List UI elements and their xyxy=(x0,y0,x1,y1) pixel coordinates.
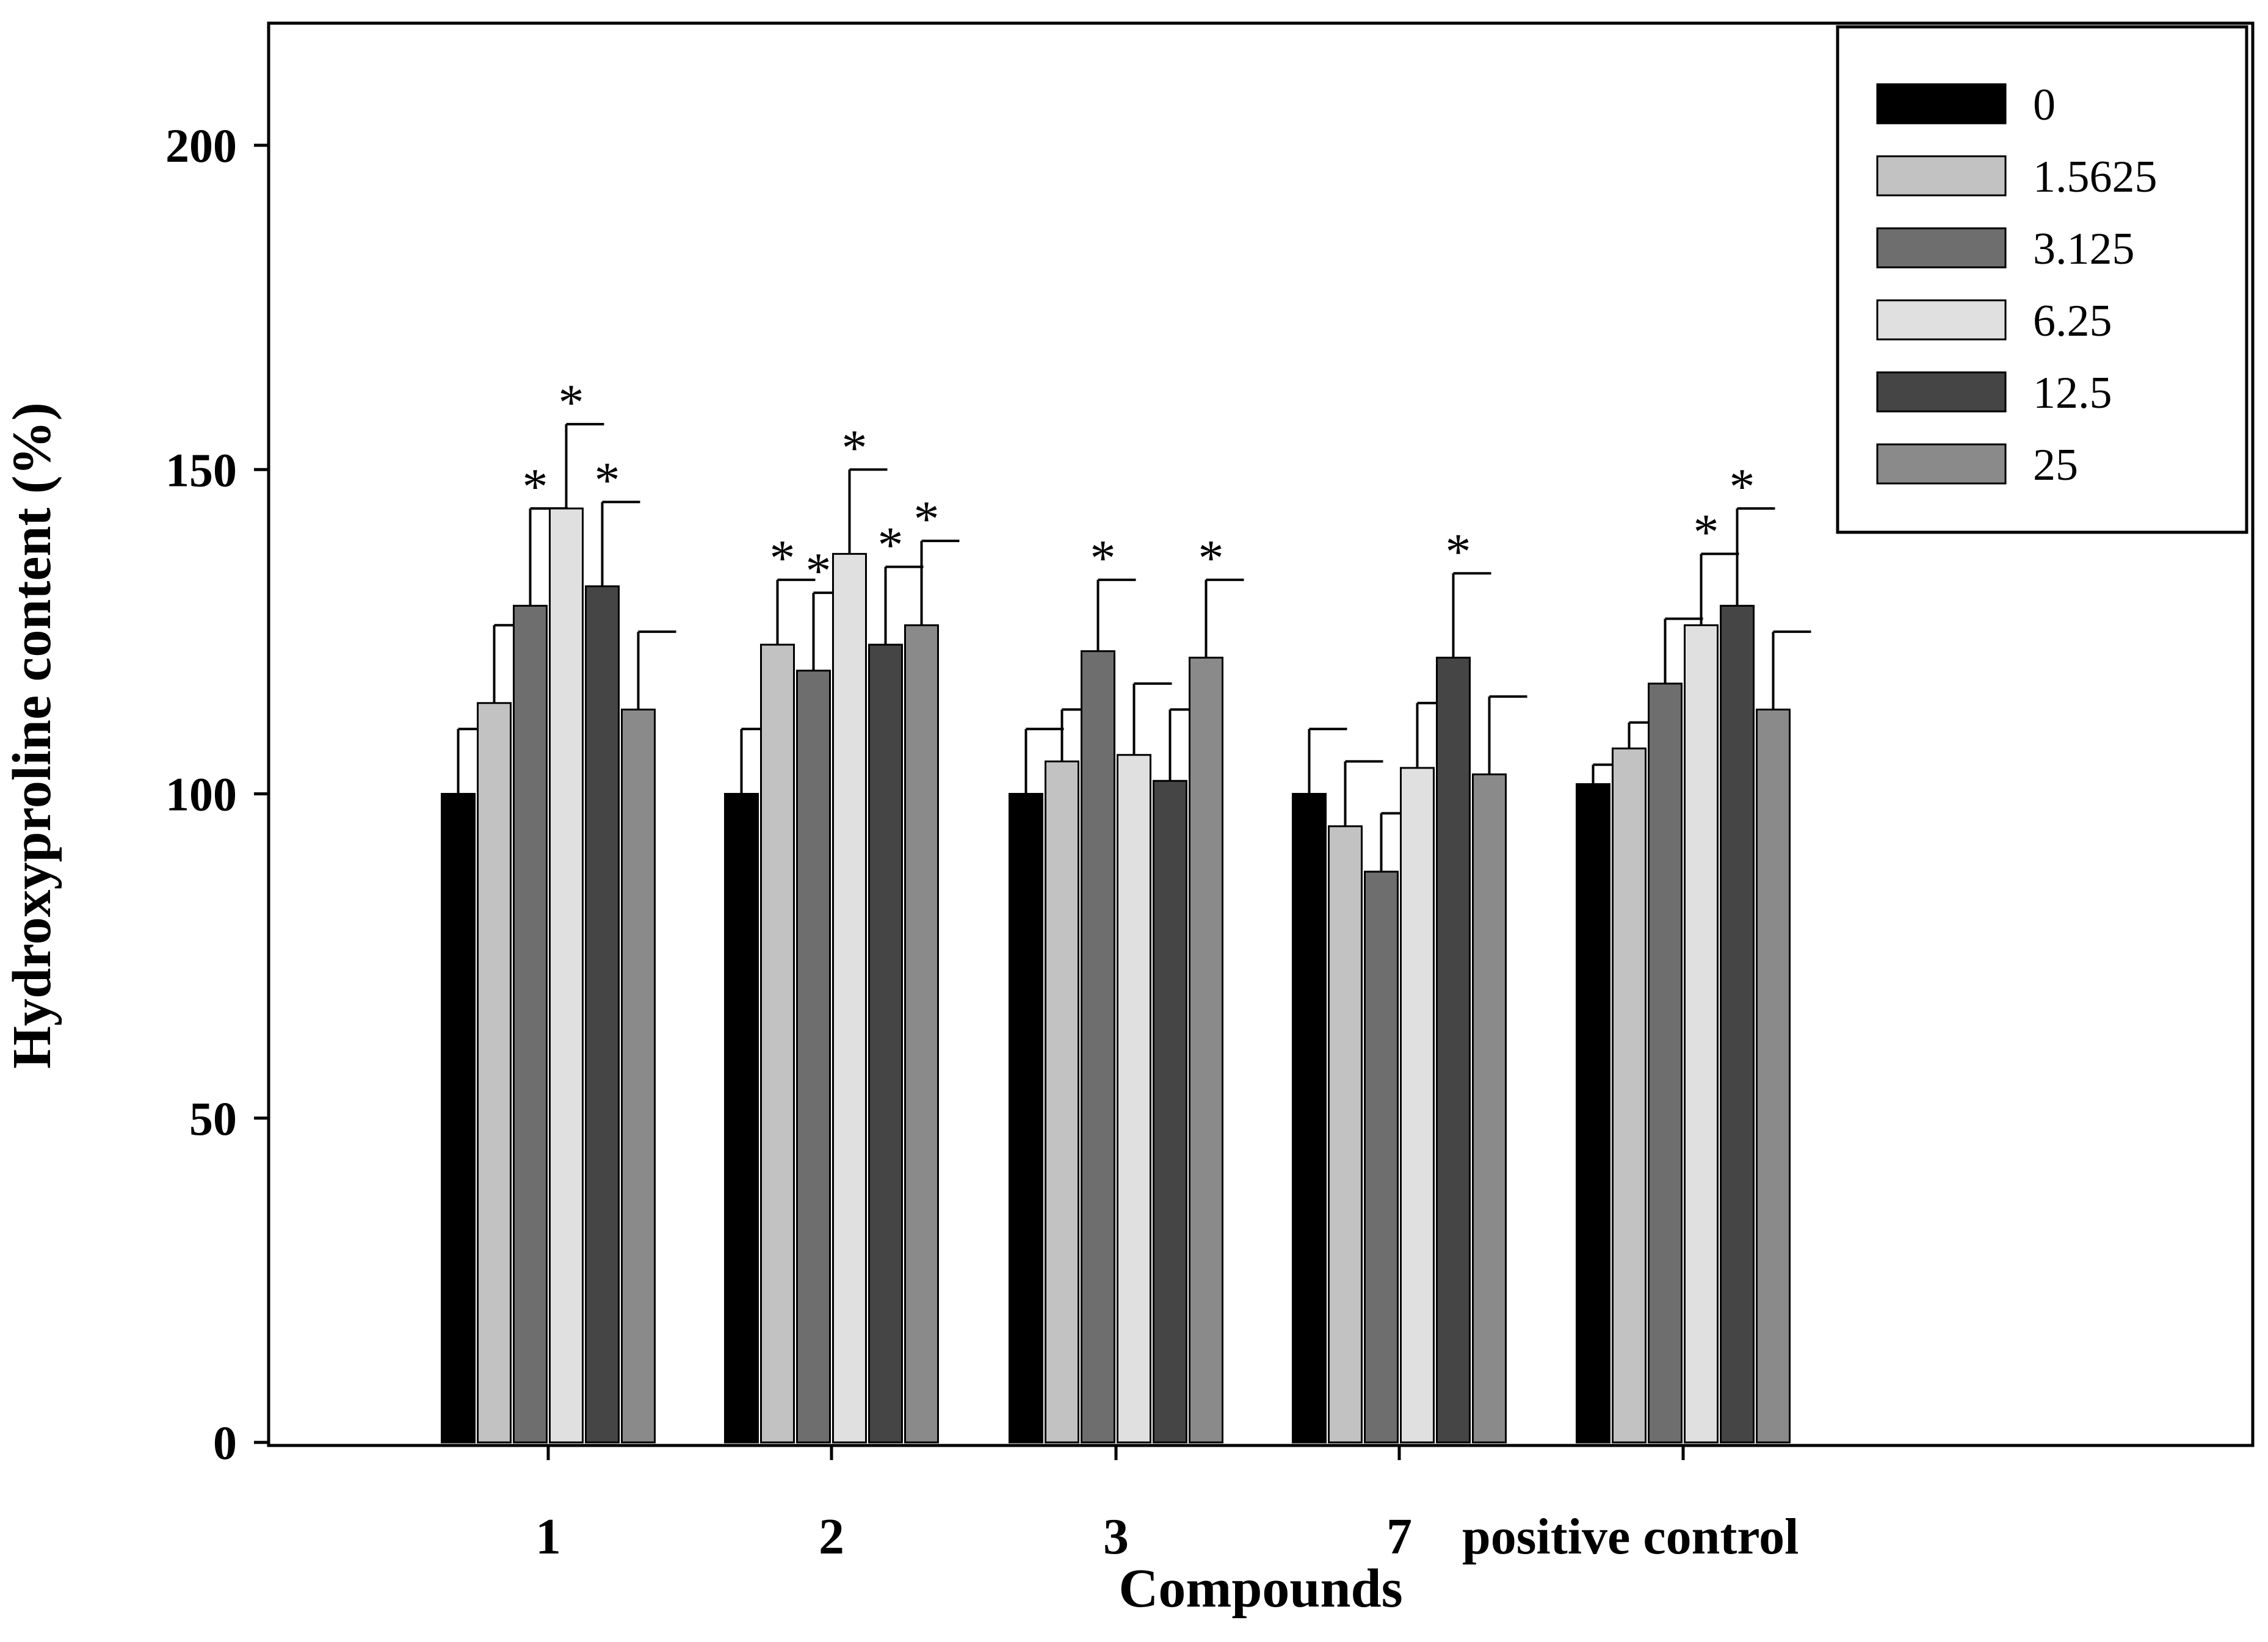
bar xyxy=(1292,793,1327,1444)
bars-layer: **** *** ** * * ** xyxy=(441,374,1811,1444)
significance-star: * xyxy=(770,530,795,587)
bar xyxy=(1612,747,1647,1444)
legend-label: 6.25 xyxy=(2033,296,2112,346)
bar xyxy=(1576,783,1610,1444)
legend-swatch xyxy=(1876,299,2007,341)
bar xyxy=(1328,825,1363,1444)
legend-label: 0 xyxy=(2033,80,2056,130)
bar xyxy=(585,585,620,1444)
bar xyxy=(621,708,656,1444)
legend-label: 3.125 xyxy=(2033,224,2135,274)
bar xyxy=(1720,604,1755,1444)
bar xyxy=(1756,708,1791,1444)
legend-swatch xyxy=(1876,155,2007,197)
x-axis: 1 2 3 7 positive control xyxy=(535,1445,1799,1565)
x-tick-label: positive control xyxy=(1462,1508,1799,1565)
significance-star: * xyxy=(842,419,868,476)
y-tick-label: 100 xyxy=(165,768,237,821)
legend-label: 12.5 xyxy=(2033,368,2112,418)
bar xyxy=(1472,773,1507,1444)
bar xyxy=(796,670,831,1444)
bar xyxy=(1009,793,1043,1444)
bar xyxy=(1189,656,1223,1444)
bar xyxy=(868,643,903,1444)
significance-star: * xyxy=(1694,504,1719,560)
legend-label: 1.5625 xyxy=(2033,152,2157,202)
bar xyxy=(1684,624,1719,1444)
bar xyxy=(1436,656,1471,1444)
bar xyxy=(477,702,512,1444)
bar xyxy=(441,793,476,1444)
legend-swatch xyxy=(1876,227,2007,269)
bar xyxy=(1045,760,1079,1444)
legend-swatch xyxy=(1876,371,2007,413)
x-axis-title: Compounds xyxy=(1118,1558,1402,1619)
bar xyxy=(760,643,795,1444)
significance-star: * xyxy=(1730,458,1755,515)
bar xyxy=(1400,767,1435,1444)
y-tick-label: 200 xyxy=(165,119,237,172)
x-tick-label: 1 xyxy=(535,1508,561,1565)
x-tick-label: 3 xyxy=(1103,1508,1129,1565)
significance-star: * xyxy=(559,374,584,431)
y-tick-label: 0 xyxy=(213,1416,237,1469)
y-axis: 0 50 100 150 200 xyxy=(165,119,269,1469)
legend: 0 1.5625 3.125 6.25 12.5 25 xyxy=(1836,25,2248,534)
legend-swatch xyxy=(1876,443,2007,485)
bar xyxy=(1648,682,1683,1444)
significance-star: * xyxy=(1090,530,1116,587)
bar xyxy=(1364,870,1399,1444)
legend-label: 25 xyxy=(2033,440,2078,490)
y-tick-label: 150 xyxy=(165,443,237,496)
x-tick-label: 7 xyxy=(1386,1508,1412,1565)
bar xyxy=(1081,650,1115,1444)
bar xyxy=(513,604,548,1444)
significance-star: * xyxy=(595,452,620,508)
bar xyxy=(904,624,939,1444)
bar xyxy=(549,507,584,1444)
x-tick-label: 2 xyxy=(819,1508,844,1565)
y-axis-title: Hydroxyproline content (%) xyxy=(2,402,62,1069)
significance-star: * xyxy=(806,543,831,599)
bar xyxy=(724,793,759,1444)
legend-swatch xyxy=(1876,83,2007,125)
bar xyxy=(1117,754,1151,1444)
significance-star: * xyxy=(878,517,904,574)
significance-star: * xyxy=(1446,523,1471,580)
bar xyxy=(1153,779,1187,1444)
significance-star: * xyxy=(523,458,548,515)
significance-star: * xyxy=(914,491,940,548)
bar xyxy=(832,552,867,1444)
y-tick-label: 50 xyxy=(189,1092,237,1145)
significance-star: * xyxy=(1198,530,1224,587)
